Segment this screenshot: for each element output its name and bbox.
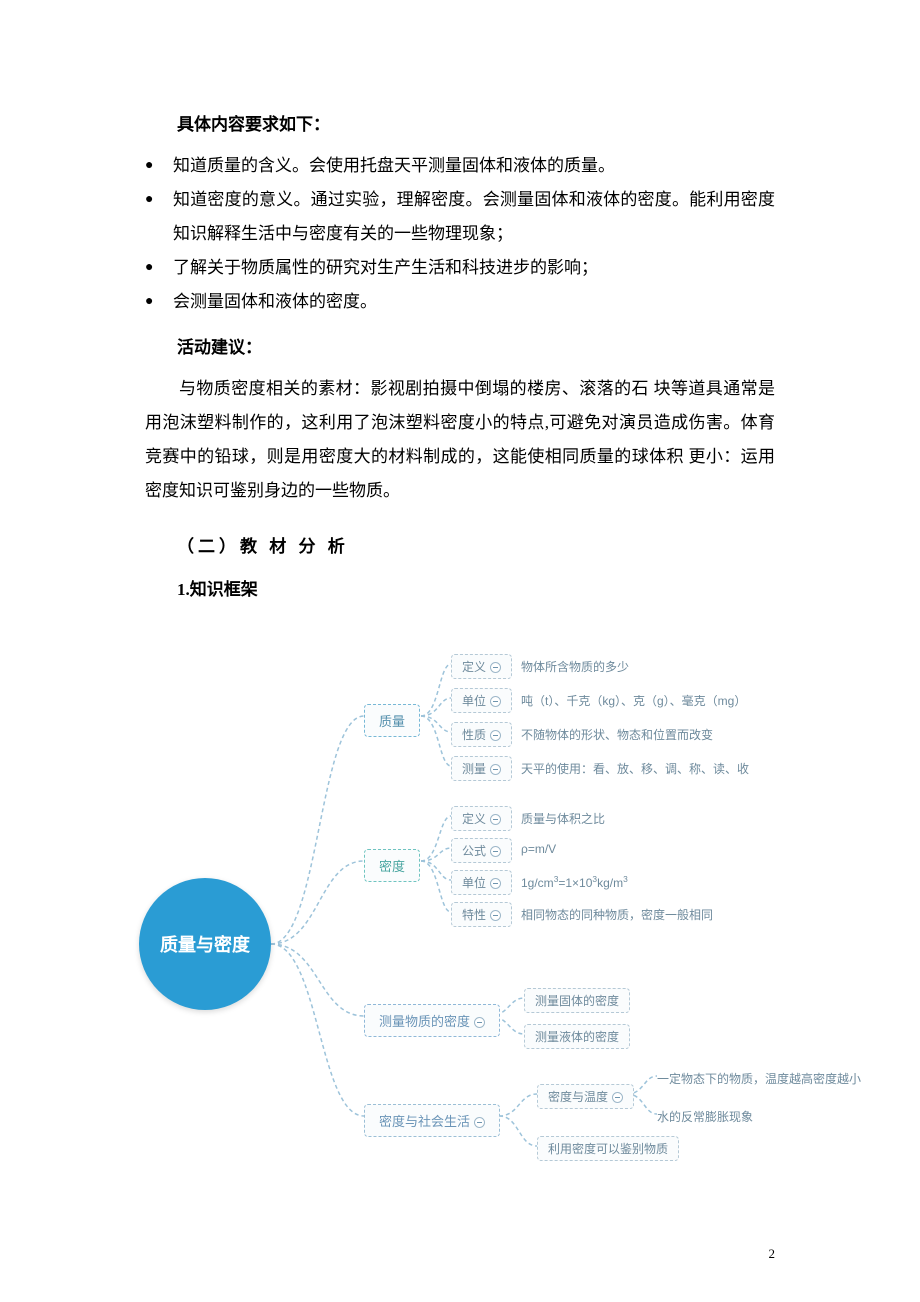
document-page: 具体内容要求如下： 知道质量的含义。会使用托盘天平测量固体和液体的质量。 知道密… (0, 0, 920, 1216)
collapse-icon (490, 696, 501, 707)
collapse-icon (490, 846, 501, 857)
collapse-icon (490, 662, 501, 673)
collapse-icon (490, 910, 501, 921)
bullet-item: 会测量固体和液体的密度。 (145, 285, 775, 319)
leaf-text-inner: 密度与温度 (548, 1090, 608, 1104)
leaf-mass-unit-text: 吨（t）、千克（kg）、克（g）、毫克（mg） (521, 692, 746, 709)
bullet-item: 知道密度的意义。通过实验，理解密度。会测量固体和液体的密度。能利用密度知识解释生… (145, 183, 775, 251)
branch-life: 密度与社会生活 (364, 1104, 500, 1137)
leaf-density-unit: 单位 (451, 870, 512, 895)
activity-paragraph: 与物质密度相关的素材：影视剧拍摄中倒塌的楼房、滚落的石 块等道具通常是用泡沫塑料… (145, 372, 775, 508)
collapse-icon (612, 1092, 623, 1103)
collapse-icon (490, 730, 501, 741)
leaf-density-unit-text: 1g/cm3=1×103kg/m3 (521, 874, 628, 890)
branch-measure: 测量物质的密度 (364, 1004, 500, 1037)
section-two-heading: （二）教 材 分 析 (177, 532, 775, 557)
leaf-density-char: 特性 (451, 902, 512, 927)
leaf-density-formula: 公式 (451, 838, 512, 863)
leaf-tag: 性质 (462, 728, 486, 742)
leaf-density-formula-text: ρ=m/V (521, 842, 556, 856)
leaf-mass-measure: 测量 (451, 756, 512, 781)
activity-heading: 活动建议： (177, 333, 775, 358)
leaf-density-def: 定义 (451, 806, 512, 831)
collapse-icon (490, 814, 501, 825)
branch-density: 密度 (364, 849, 420, 882)
leaf-tag: 公式 (462, 844, 486, 858)
branch-label: 密度与社会生活 (379, 1114, 470, 1129)
leaf-tag: 单位 (462, 694, 486, 708)
leaf-mass-prop: 性质 (451, 722, 512, 747)
leaf-density-def-text: 质量与体积之比 (521, 810, 605, 827)
leaf-mass-prop-text: 不随物体的形状、物态和位置而改变 (521, 726, 713, 743)
branch-label: 测量物质的密度 (379, 1014, 470, 1029)
branch-label: 密度 (379, 859, 405, 874)
leaf-measure-solid: 测量固体的密度 (524, 988, 630, 1013)
mindmap-root: 质量与密度 (139, 878, 271, 1010)
leaf-tag: 定义 (462, 812, 486, 826)
leaf-tag: 定义 (462, 660, 486, 674)
branch-label: 质量 (379, 714, 405, 729)
collapse-icon (474, 1117, 485, 1128)
leaf-life-temp: 密度与温度 (537, 1084, 634, 1109)
leaf-text-inner: 利用密度可以鉴别物质 (548, 1142, 668, 1156)
page-number: 2 (769, 1246, 776, 1262)
collapse-icon (474, 1017, 485, 1028)
bullet-item: 知道质量的含义。会使用托盘天平测量固体和液体的质量。 (145, 149, 775, 183)
leaf-mass-measure-text: 天平的使用：看、放、移、调、称、读、收 (521, 760, 749, 777)
leaf-life-identify: 利用密度可以鉴别物质 (537, 1136, 679, 1161)
leaf-tag: 单位 (462, 876, 486, 890)
leaf-text-inner: 测量固体的密度 (535, 994, 619, 1008)
knowledge-frame-heading: 1.知识框架 (177, 575, 775, 600)
leaf-density-char-text: 相同物态的同种物质，密度一般相同 (521, 906, 713, 923)
requirements-list: 知道质量的含义。会使用托盘天平测量固体和液体的质量。 知道密度的意义。通过实验，… (145, 149, 775, 319)
leaf-text-inner: 测量液体的密度 (535, 1030, 619, 1044)
requirements-heading: 具体内容要求如下： (177, 110, 775, 135)
leaf-measure-liquid: 测量液体的密度 (524, 1024, 630, 1049)
collapse-icon (490, 878, 501, 889)
root-label: 质量与密度 (160, 931, 250, 957)
leaf-mass-def: 定义 (451, 654, 512, 679)
bullet-item: 了解关于物质属性的研究对生产生活和科技进步的影响； (145, 251, 775, 285)
collapse-icon (490, 764, 501, 775)
branch-mass: 质量 (364, 704, 420, 737)
leaf-tag: 特性 (462, 908, 486, 922)
leaf-tag: 测量 (462, 762, 486, 776)
leaf-life-temp-item1: 一定物态下的物质，温度越高密度越小 (657, 1070, 861, 1087)
leaf-life-temp-item2: 水的反常膨胀现象 (657, 1108, 753, 1125)
leaf-mass-unit: 单位 (451, 688, 512, 713)
mindmap-diagram: 质量与密度 质量 定义 物体所含物质的多少 单位 吨（t）、千克（kg）、克（g… (139, 616, 779, 1216)
leaf-mass-def-text: 物体所含物质的多少 (521, 658, 629, 675)
